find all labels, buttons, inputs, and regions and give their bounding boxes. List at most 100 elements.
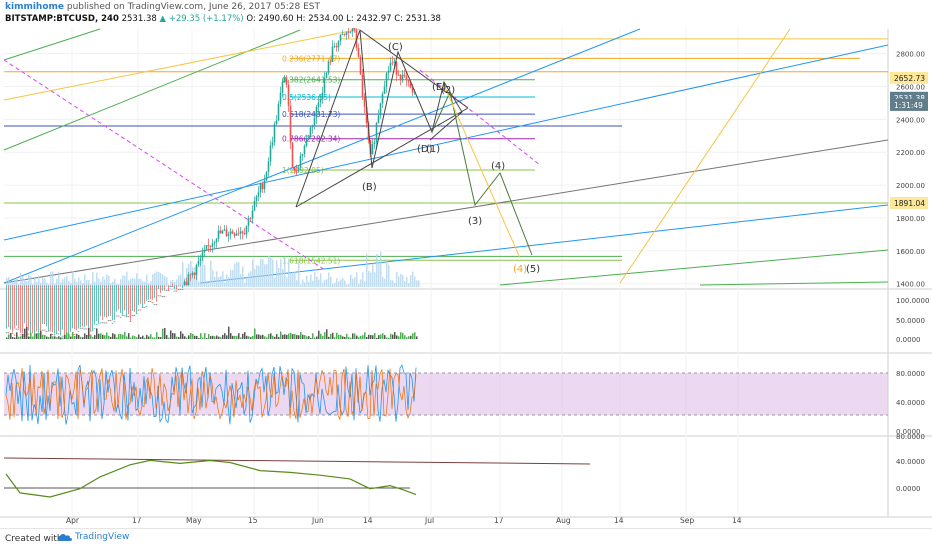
volume-bar xyxy=(416,280,418,287)
volume-bar xyxy=(104,279,106,287)
volume-osc-bar xyxy=(104,335,106,339)
volume-osc-bar xyxy=(384,335,386,339)
volume-osc-bar xyxy=(246,335,248,339)
candle-body xyxy=(261,183,264,190)
volume-bar xyxy=(60,282,62,287)
volume-osc-bar xyxy=(348,337,350,339)
candle-body xyxy=(141,307,144,308)
volume-osc-bar xyxy=(296,335,298,339)
volume-bar xyxy=(176,279,178,287)
volume-bar xyxy=(388,264,390,287)
candle-body xyxy=(145,305,148,307)
candle-body xyxy=(79,327,82,329)
author-link[interactable]: kimmihome xyxy=(5,2,64,12)
volume-axis-tick: 50.0000 xyxy=(896,317,925,325)
volume-osc-bar xyxy=(48,336,50,339)
candle-body xyxy=(305,138,308,146)
candle-body xyxy=(291,142,294,168)
volume-bar xyxy=(230,270,232,287)
volume-osc-bar xyxy=(94,335,96,339)
volume-bar xyxy=(136,273,138,287)
volume-osc-bar xyxy=(40,330,42,339)
volume-bar xyxy=(218,276,220,287)
candle-body xyxy=(51,334,54,335)
price-axis-tick: 1600.00 xyxy=(896,248,925,256)
candle-body xyxy=(339,34,342,42)
volume-bar xyxy=(154,272,156,287)
candle-body xyxy=(401,74,404,81)
volume-bar xyxy=(132,278,134,287)
volume-osc-bar xyxy=(76,333,78,339)
volume-bar xyxy=(12,281,14,287)
candle-body xyxy=(61,335,64,337)
volume-osc-bar xyxy=(200,333,202,339)
volume-bar xyxy=(138,278,140,287)
volume-osc-bar xyxy=(248,336,250,339)
volume-osc-bar xyxy=(374,333,376,339)
candle-body xyxy=(289,105,292,143)
volume-osc-bar xyxy=(328,336,330,339)
volume-bar xyxy=(42,277,44,287)
volume-bar xyxy=(402,275,404,287)
rsi-signal-line xyxy=(5,368,417,420)
candle-body xyxy=(5,332,8,334)
candle-body xyxy=(337,41,340,48)
volume-bar xyxy=(156,271,158,287)
candle-body xyxy=(153,303,156,305)
candle-body xyxy=(193,272,196,275)
volume-osc-bar xyxy=(174,333,176,339)
candle-body xyxy=(315,106,318,118)
volume-bar xyxy=(306,275,308,287)
trend-line xyxy=(3,139,889,284)
volume-bar xyxy=(340,279,342,287)
volume-bar xyxy=(128,280,130,287)
candle-body xyxy=(365,106,368,123)
candle-body xyxy=(99,322,102,324)
volume-osc-bar xyxy=(344,336,346,339)
wave-label: (2) xyxy=(441,85,455,96)
volume-osc-bar xyxy=(182,333,184,339)
volume-bar xyxy=(20,272,22,287)
osc-line xyxy=(5,459,417,498)
volume-bar xyxy=(298,261,300,287)
price-tag xyxy=(890,197,928,210)
volume-osc-bar xyxy=(350,337,352,339)
volume-bar xyxy=(358,283,360,287)
wave-channel-line xyxy=(295,107,469,208)
candle-body xyxy=(243,233,246,235)
volume-bar xyxy=(200,261,202,287)
volume-osc-bar xyxy=(278,337,280,339)
candle-body xyxy=(17,328,20,330)
candle-body xyxy=(281,81,284,93)
candle-body xyxy=(297,167,300,171)
volume-osc-bar xyxy=(176,336,178,339)
candle-body xyxy=(55,333,58,335)
volume-osc-bar xyxy=(318,330,320,339)
tradingview-logo[interactable]: TradingView xyxy=(58,532,129,542)
volume-bar xyxy=(278,268,280,287)
volume-osc-bar xyxy=(230,333,232,339)
candle-body xyxy=(375,123,378,143)
time-axis-tick: 14 xyxy=(732,516,742,525)
candle-body xyxy=(273,124,276,143)
volume-osc-bar xyxy=(364,332,366,339)
volume-osc-bar xyxy=(24,328,26,339)
volume-osc-bar xyxy=(306,336,308,339)
volume-bar xyxy=(404,281,406,287)
volume-bar xyxy=(46,282,48,287)
volume-osc-bar xyxy=(320,333,322,339)
volume-bar xyxy=(274,277,276,287)
fib-level-label: 0.236(2771.47) xyxy=(282,54,340,63)
last-price: 2531.38 xyxy=(121,14,157,24)
candle-body xyxy=(97,323,100,325)
candle-body xyxy=(221,230,224,234)
candle-body xyxy=(245,226,248,235)
symbol-label[interactable]: BITSTAMP:BTCUSD, 240 xyxy=(5,14,119,24)
volume-osc-bar xyxy=(410,335,412,339)
volume-bar xyxy=(206,281,208,287)
candle-body xyxy=(413,92,416,94)
volume-osc-bar xyxy=(334,337,336,339)
volume-bar xyxy=(140,278,142,287)
volume-osc-bar xyxy=(100,333,102,339)
